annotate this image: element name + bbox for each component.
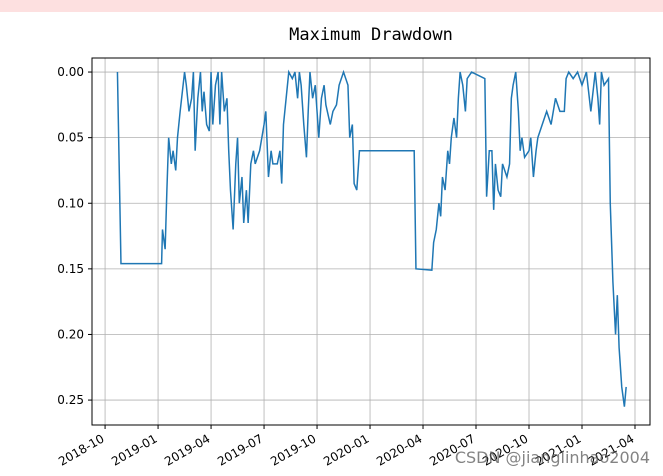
- watermark: CSDN @jianglinhao2004: [455, 448, 650, 467]
- y-tick-label: 0.25: [57, 393, 84, 407]
- x-tick-label: 2019-10: [268, 431, 318, 468]
- drawdown-line: [116, 69, 627, 407]
- code-strip: [0, 0, 663, 12]
- y-tick-label: 0.10: [57, 196, 84, 210]
- y-tick-label: 0.00: [57, 65, 84, 79]
- axes-frame: [91, 57, 651, 426]
- x-tick-label: 2018-10: [56, 431, 106, 468]
- chart-title: Maximum Drawdown: [289, 25, 453, 45]
- x-tick-label: 2019-04: [162, 431, 212, 468]
- x-tick-label: 2019-01: [109, 431, 159, 468]
- y-tick-label: 0.20: [57, 327, 84, 341]
- x-tick-label: 2020-01: [321, 431, 371, 468]
- x-tick-label: 2019-07: [215, 431, 265, 468]
- y-tick-label: 0.15: [57, 262, 84, 276]
- x-tick-label: 2020-04: [374, 431, 424, 468]
- y-tick-label: 0.05: [57, 131, 84, 145]
